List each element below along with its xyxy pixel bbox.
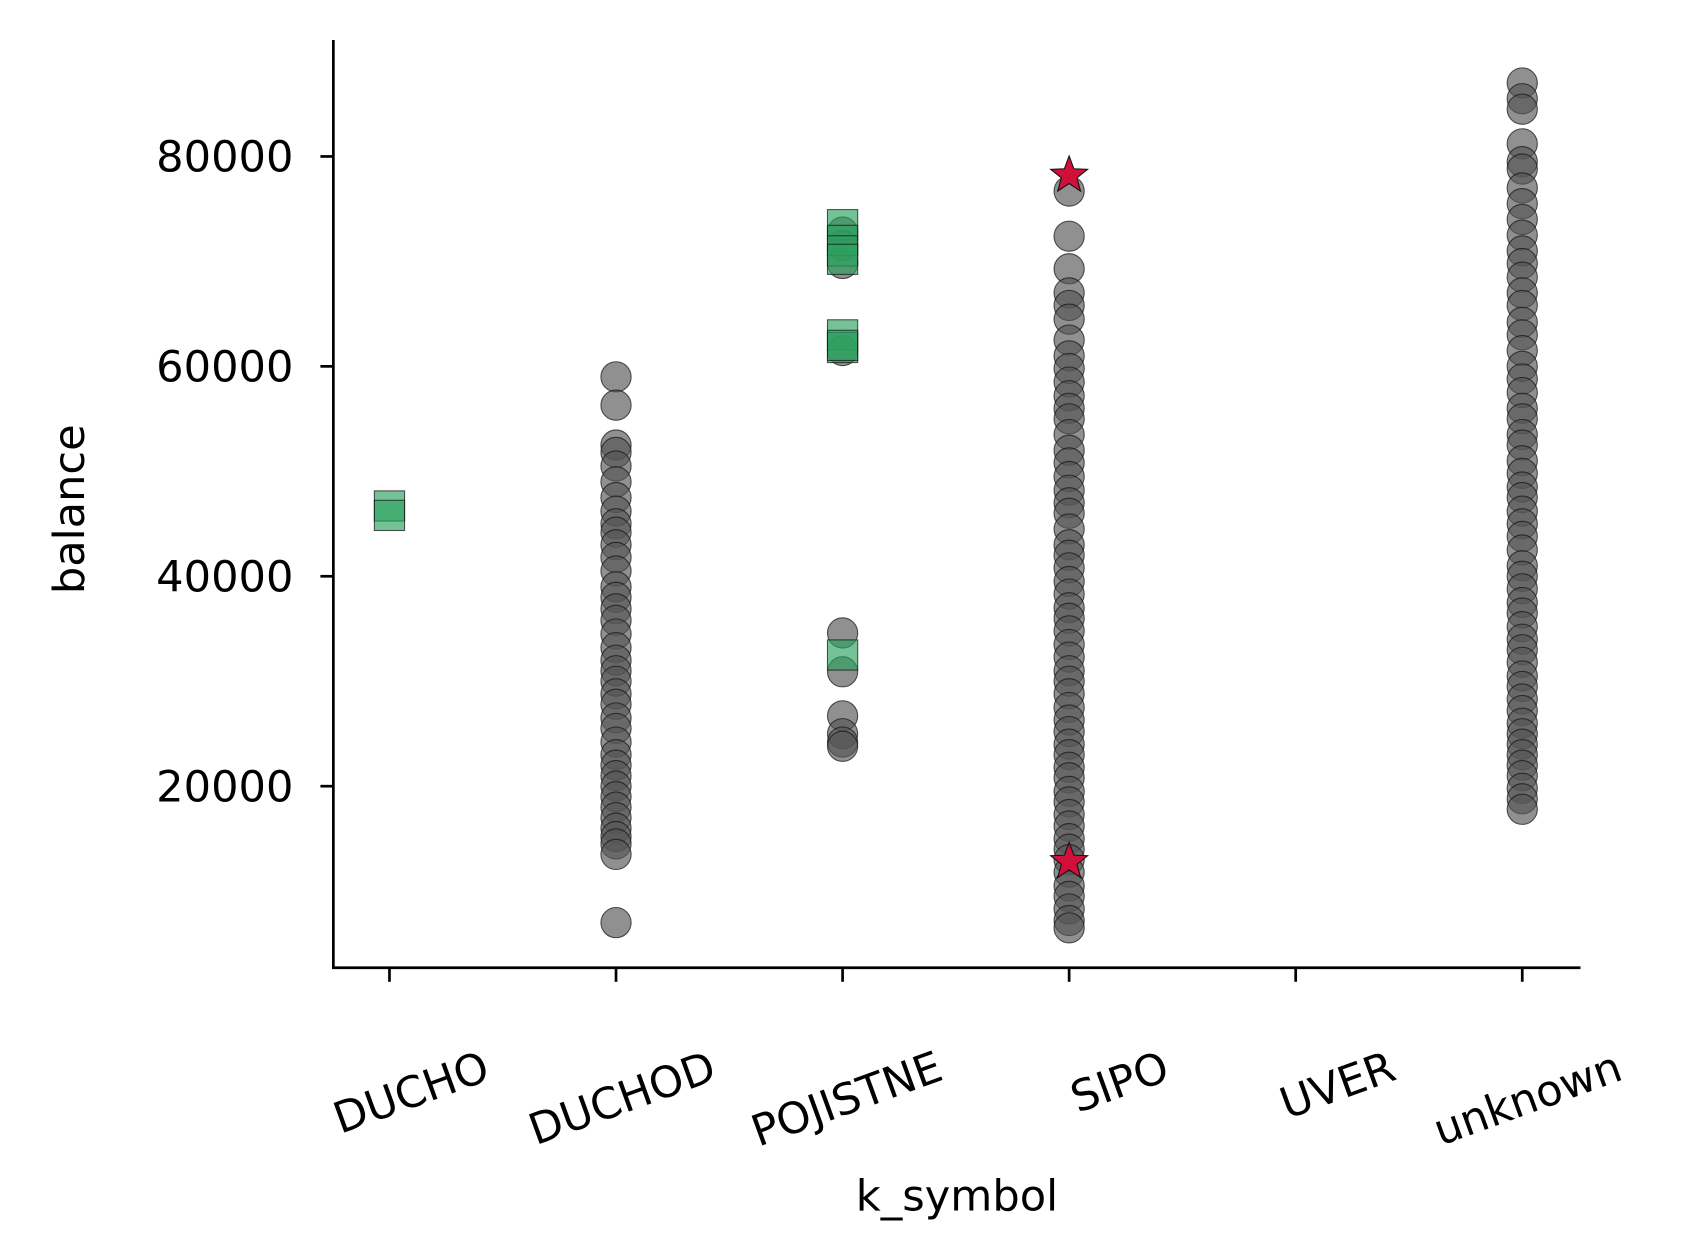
point	[826, 329, 859, 362]
point	[1049, 840, 1090, 879]
point	[826, 243, 859, 275]
point	[600, 906, 632, 939]
point	[1053, 912, 1085, 944]
y-tick-label: 80000	[156, 133, 293, 183]
y-tick-label: 60000	[156, 342, 293, 392]
x-axis-label: k_symbol	[856, 1171, 1058, 1221]
x-tick-label: UVER	[1274, 1042, 1402, 1129]
point	[826, 730, 859, 762]
x-tick-label: POJISTNE	[745, 1042, 949, 1157]
x-tick-label: DUCHOD	[522, 1042, 722, 1156]
point	[600, 838, 632, 871]
y-tick-label: 20000	[156, 762, 293, 812]
y-axis-label: balance	[45, 424, 95, 594]
point	[1506, 793, 1538, 825]
point	[373, 499, 406, 532]
x-tick-label: unknown	[1427, 1042, 1628, 1156]
point	[826, 639, 859, 671]
point	[600, 361, 632, 393]
point	[600, 389, 632, 421]
point	[1049, 154, 1090, 193]
y-tick-label: 40000	[156, 552, 293, 602]
point	[1053, 220, 1085, 252]
x-tick-label: SIPO	[1064, 1042, 1175, 1123]
x-tick-label: DUCHO	[327, 1042, 496, 1144]
point	[1506, 93, 1538, 125]
